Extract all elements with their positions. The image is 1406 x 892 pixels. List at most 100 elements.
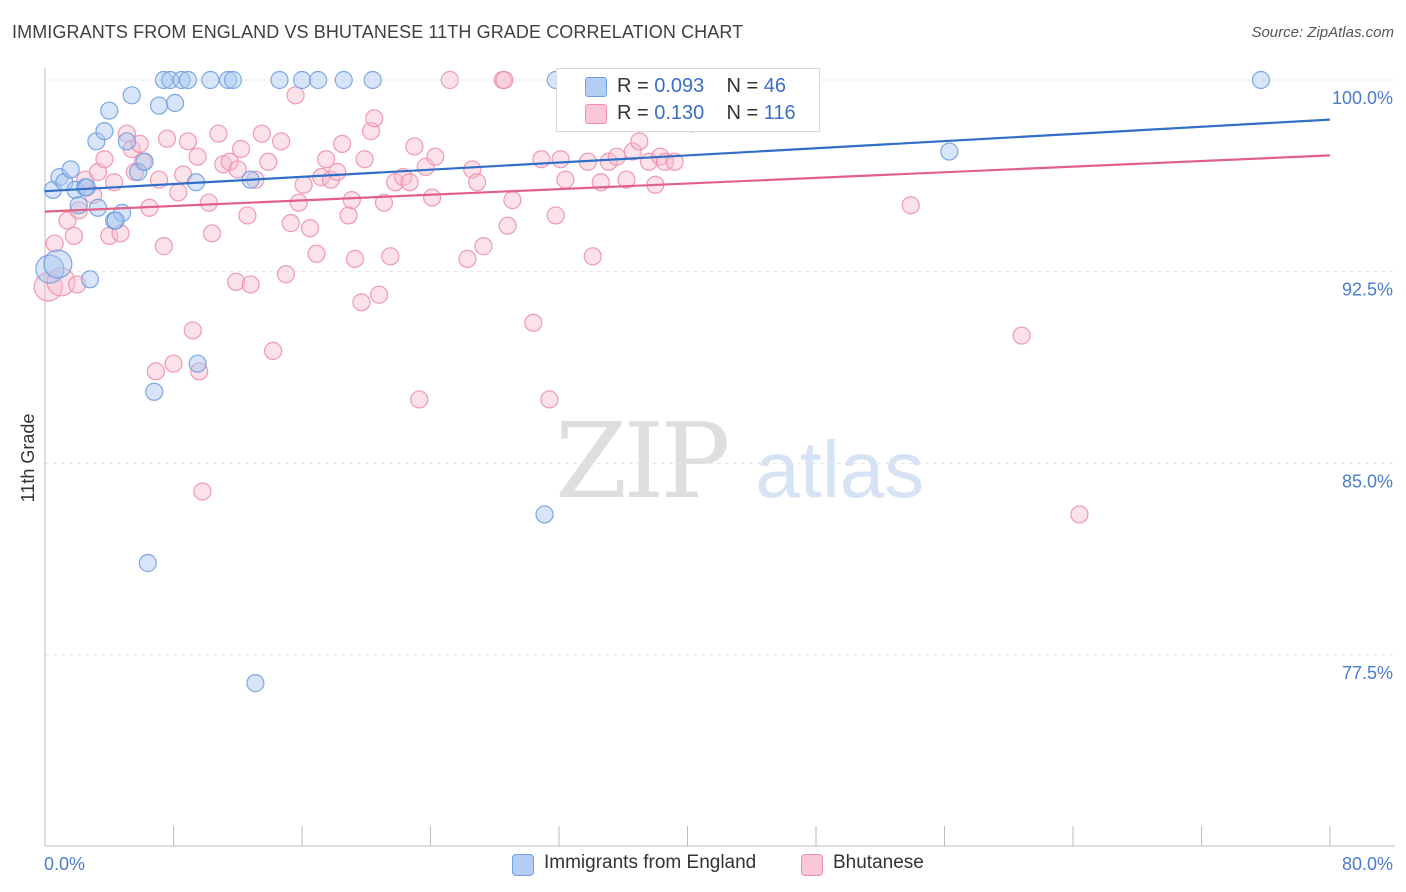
- bhutanese-point: [58, 211, 77, 230]
- bhutanese-point: [607, 147, 626, 166]
- england-point: [100, 101, 119, 120]
- england-point: [35, 254, 65, 284]
- england-point: [178, 70, 198, 90]
- bhutanese-point: [169, 183, 188, 202]
- england-point: [219, 70, 238, 90]
- bhutanese-point: [524, 313, 543, 332]
- bhutanese-point: [495, 70, 514, 90]
- bhutanese-point: [193, 482, 212, 501]
- bhutanese-point: [146, 362, 165, 381]
- bhutanese-point: [503, 191, 522, 210]
- england-point: [188, 354, 207, 373]
- england-point: [61, 160, 80, 179]
- bhutanese-point: [339, 206, 358, 225]
- bhutanese-point: [190, 362, 209, 381]
- bhutanese-point: [183, 321, 202, 340]
- bhutanese-point: [901, 196, 920, 215]
- legend-swatch-bhutanese: [585, 104, 607, 124]
- england-point: [940, 142, 959, 161]
- bhutanese-point: [231, 139, 251, 159]
- bhutanese-point: [630, 132, 649, 151]
- bhutanese-point: [665, 152, 684, 171]
- bhutanese-point: [355, 150, 374, 169]
- england-point: [145, 382, 164, 401]
- bhutanese-point: [440, 70, 459, 90]
- england-point: [201, 70, 220, 90]
- bhutanese-point: [46, 267, 76, 297]
- y-tick-label: 85.0%: [1342, 471, 1393, 491]
- bhutanese-point: [316, 150, 336, 169]
- legend-swatch-england: [585, 77, 607, 97]
- bhutanese-point: [400, 173, 419, 192]
- bhutanese-point: [467, 173, 487, 192]
- source-label: Source: ZipAtlas.com: [1251, 24, 1394, 41]
- england-point: [246, 674, 265, 693]
- bhutanese-point: [178, 132, 198, 151]
- legend-n-label: N =: [726, 102, 759, 124]
- bhutanese-point: [458, 249, 477, 268]
- bhutanese-point: [238, 206, 257, 225]
- legend-n-value-england: 46: [763, 75, 787, 97]
- england-point: [223, 70, 243, 90]
- bhutanese-point: [202, 224, 222, 243]
- chart-title: IMMIGRANTS FROM ENGLAND VS BHUTANESE 11T…: [12, 22, 744, 42]
- england-point: [117, 132, 137, 151]
- bhutanese-point: [546, 206, 565, 225]
- england-point: [43, 249, 73, 279]
- legend-r-label: R =: [617, 75, 649, 97]
- series-legend: Immigrants from England Bhutanese: [0, 850, 1406, 878]
- england-point: [95, 122, 114, 141]
- bhutanese-point: [540, 390, 559, 409]
- bhutanese-point: [252, 124, 271, 143]
- bhutanese-point: [374, 193, 394, 212]
- bhutanese-point: [259, 152, 278, 171]
- bhutanese-point: [241, 275, 260, 294]
- bhutanese-point: [227, 272, 246, 291]
- bhutanese-point: [188, 147, 207, 166]
- bhutanese-point: [345, 249, 365, 268]
- bhutanese-point: [281, 214, 300, 233]
- legend-n-label: N =: [726, 75, 759, 97]
- bhutanese-point: [154, 237, 173, 256]
- england-point: [308, 70, 328, 90]
- england-point: [106, 211, 125, 230]
- england-point: [88, 198, 108, 217]
- bhutanese-point: [532, 150, 551, 169]
- bhutanese-point: [426, 147, 445, 166]
- watermark-zip: ZIP: [555, 400, 730, 522]
- bhutanese-point: [556, 170, 575, 189]
- y-axis-title: 11th Grade: [18, 414, 38, 503]
- watermark-atlas: atlas: [755, 425, 925, 514]
- bhutanese-point: [423, 188, 442, 207]
- series-label-england: Immigrants from England: [544, 852, 757, 873]
- england-point: [172, 70, 191, 90]
- bhutanese-point: [623, 142, 642, 161]
- bhutanese-point: [1070, 505, 1089, 524]
- bhutanese-point: [405, 137, 424, 156]
- y-tick-label: 77.5%: [1342, 663, 1393, 683]
- bhutanese-point: [551, 150, 570, 169]
- bhutanese-point: [352, 293, 371, 312]
- england-point: [166, 93, 185, 113]
- x-tick-label: 80.0%: [1342, 854, 1393, 874]
- bhutanese-point: [474, 237, 493, 256]
- bhutanese-point: [617, 170, 636, 189]
- bhutanese-point: [95, 150, 114, 169]
- legend-r-value-bhutanese: 0.130: [654, 102, 705, 124]
- bhutanese-point: [370, 285, 389, 304]
- bhutanese-point: [228, 160, 247, 179]
- bhutanese-point: [365, 109, 384, 128]
- bhutanese-point: [583, 247, 602, 266]
- x-tick-label: 0.0%: [44, 854, 85, 874]
- england-point: [334, 70, 353, 90]
- england-point: [292, 70, 312, 90]
- bhutanese-point: [199, 193, 218, 212]
- england-point: [363, 70, 382, 90]
- bhutanese-point: [276, 265, 296, 284]
- england-point: [149, 96, 169, 115]
- bhutanese-point: [1012, 326, 1031, 345]
- bhutanese-point: [64, 226, 84, 245]
- bhutanese-point: [157, 129, 177, 148]
- bhutanese-point: [300, 219, 320, 238]
